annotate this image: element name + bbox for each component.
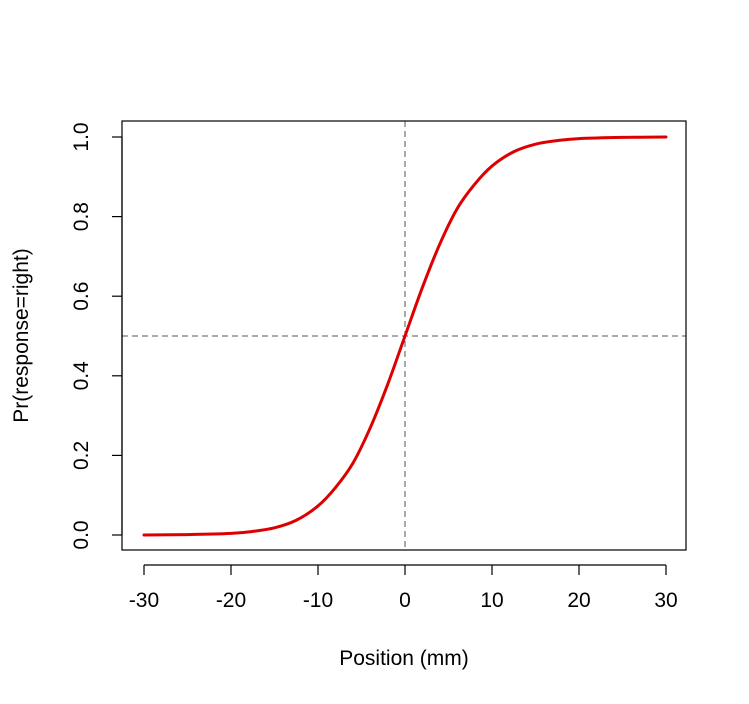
x-tick-label: 10 (480, 589, 503, 612)
x-tick-label: 20 (567, 589, 590, 612)
series-line (142, 135, 668, 537)
y-axis-title: Pr(response=right) (10, 248, 33, 423)
x-tick-label: 30 (654, 589, 677, 612)
y-tick-label: 0.6 (70, 282, 93, 311)
x-tick-label: -30 (129, 589, 159, 612)
y-tick-label: 0.4 (70, 361, 93, 391)
x-tick-label: -20 (216, 589, 246, 612)
series-layer (142, 135, 668, 537)
y-tick-label: 0.0 (70, 520, 93, 549)
y-tick-label: 1.0 (70, 122, 93, 151)
x-axis-title: Position (mm) (339, 647, 469, 670)
y-axis: 0.0 0.2 0.4 0.6 0.8 1.0 (70, 122, 123, 550)
y-tick-label: 0.8 (70, 202, 93, 231)
x-tick-label: 0 (399, 589, 411, 612)
x-tick-label: -10 (303, 589, 333, 612)
y-tick-label: 0.2 (70, 441, 93, 470)
x-axis: -30 -20 -10 0 10 20 30 (129, 564, 678, 612)
